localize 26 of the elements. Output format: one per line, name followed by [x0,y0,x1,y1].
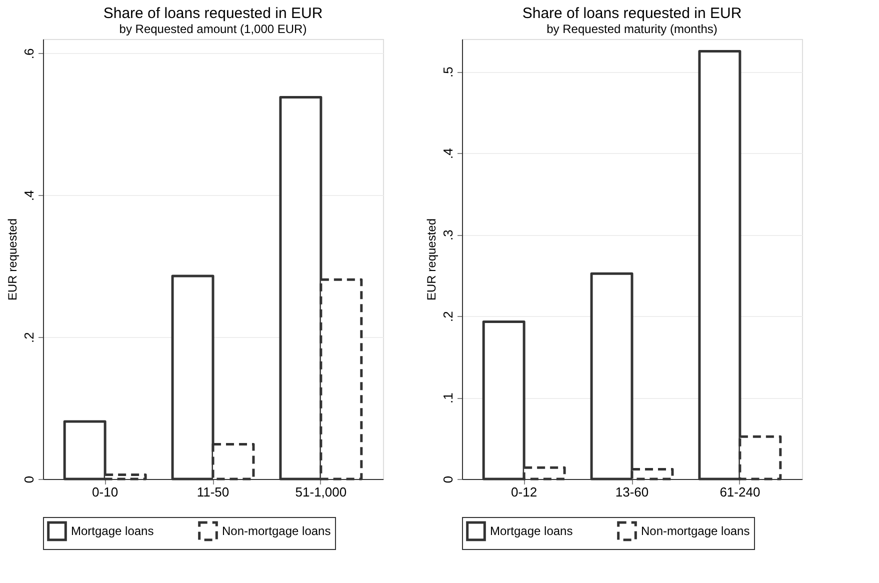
y-tick-label: .5 [440,66,456,78]
x-tick-label: 13-60 [615,484,649,500]
y-tick-label: .4 [22,190,36,202]
legend-label: Non-mortgage loans [222,524,331,538]
x-tick-label: 11-50 [196,484,230,500]
y-tick-label: .4 [440,148,456,159]
y-tick-label: .2 [440,311,456,322]
y-tick-label: .1 [440,392,456,404]
chart-subtitle: by Requested amount (1,000 EUR) [119,22,307,36]
y-tick-label: 0 [440,476,456,484]
y-axis-title: EUR requested [424,218,438,301]
chart-title: Share of loans requested in EUR [103,5,323,22]
legend-label: Mortgage loans [71,524,154,538]
legend-label: Mortgage loans [490,524,573,538]
y-tick-label: .3 [440,230,456,240]
legend-label: Non-mortgage loans [641,524,750,538]
x-tick-label: 0-10 [92,484,118,500]
y-tick-label: 0 [22,476,36,484]
chart-title: Share of loans requested in EUR [522,5,742,22]
chart-subtitle: by Requested maturity (months) [546,22,718,36]
x-tick-label: 61-240 [720,484,760,500]
x-tick-label: 51-1,000 [295,484,347,500]
x-tick-label: 0-12 [511,484,538,500]
y-tick-label: .6 [22,48,36,60]
y-tick-label: .2 [22,332,36,343]
y-axis-title: EUR requested [6,218,20,301]
